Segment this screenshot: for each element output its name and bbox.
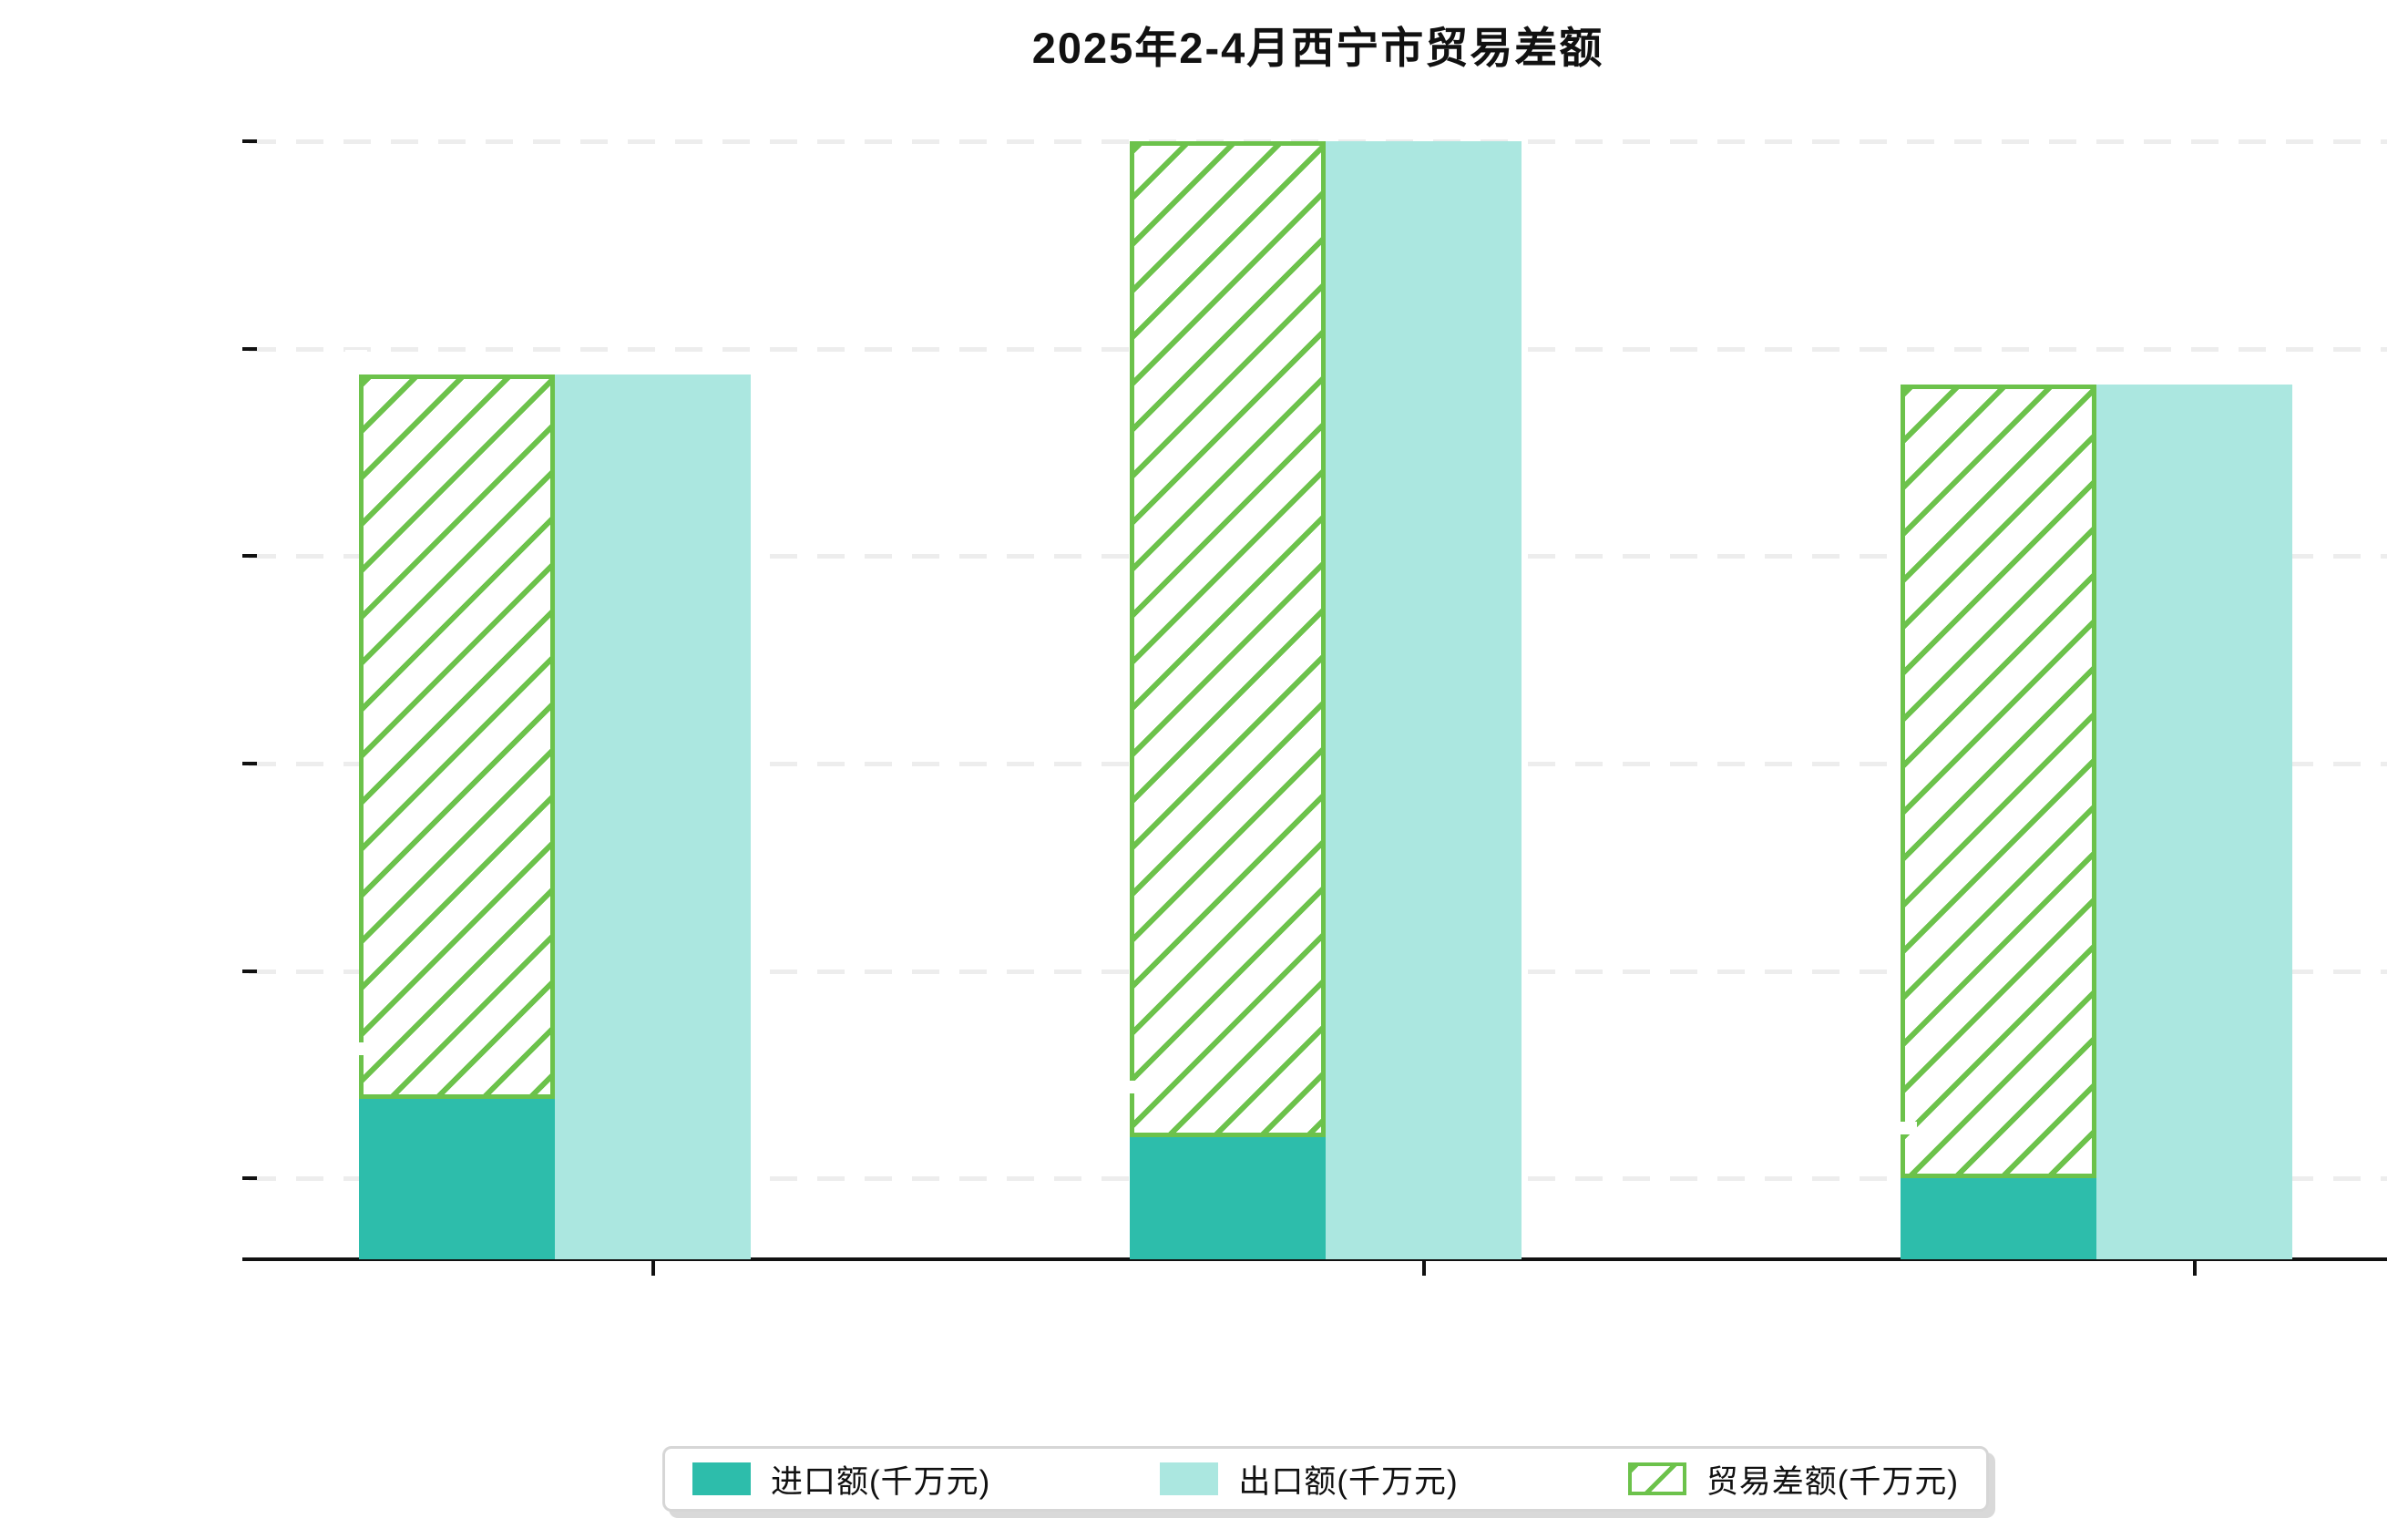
import-solid-swatch-icon — [692, 1462, 751, 1495]
import-value-label-month-4 — [1895, 1122, 1917, 1134]
trade-balance-bar-month-3 — [1130, 141, 1326, 1138]
export-bar-month-4 — [2096, 384, 2292, 1259]
y-axis-tick-mark — [242, 554, 257, 559]
chart-legend: 进口额(千万元) 出口额(千万元) 贸易差额(千万元) — [662, 1446, 1989, 1512]
chart-title: 2025年2-4月西宁市贸易差额 — [1031, 24, 1604, 72]
trade-balance-bar-month-2 — [359, 374, 555, 1099]
legend-label: 进口额(千万元) — [771, 1463, 991, 1500]
y-axis-tick-mark — [242, 1176, 257, 1180]
export-value-label-month-4 — [2049, 327, 2071, 341]
export-bar-month-3 — [1326, 141, 1522, 1259]
y-axis-tick-mark — [242, 139, 257, 143]
x-axis-line — [249, 1257, 2387, 1261]
import-value-label-month-2 — [354, 1041, 375, 1055]
x-axis-tick-mark-month-2 — [651, 1261, 655, 1276]
legend-item-export-solid: 出口额(千万元) — [1160, 1456, 1458, 1503]
x-axis-tick-mark-month-4 — [2192, 1261, 2197, 1276]
x-axis-tick-mark-month-3 — [1421, 1261, 1426, 1276]
import-bar-month-3 — [1130, 1137, 1326, 1259]
balance-value-label-month-3 — [1116, 117, 1138, 129]
import-value-label-month-3 — [1124, 1081, 1146, 1094]
import-bar-month-4 — [1901, 1178, 2096, 1259]
export-value-label-month-3 — [1278, 85, 1300, 97]
trade-balance-bar-month-4 — [1901, 384, 2096, 1178]
export-value-label-month-2 — [507, 317, 529, 331]
legend-label: 贸易差额(千万元) — [1706, 1463, 1959, 1500]
import-bar-month-2 — [359, 1098, 555, 1259]
legend-label: 出口额(千万元) — [1238, 1463, 1459, 1500]
balance-value-label-month-2 — [345, 349, 367, 363]
y-axis-tick-mark — [242, 761, 257, 765]
legend-item-balance-hatched: 贸易差额(千万元) — [1627, 1456, 1959, 1503]
export-bar-month-2 — [555, 374, 751, 1259]
y-axis-tick-mark — [242, 346, 257, 351]
balance-value-label-month-4 — [1887, 359, 1909, 373]
balance-hatched-swatch-icon — [1627, 1462, 1686, 1495]
export-solid-swatch-icon — [1160, 1462, 1219, 1495]
y-axis-tick-mark — [242, 969, 257, 973]
legend-item-import-solid: 进口额(千万元) — [692, 1456, 990, 1503]
